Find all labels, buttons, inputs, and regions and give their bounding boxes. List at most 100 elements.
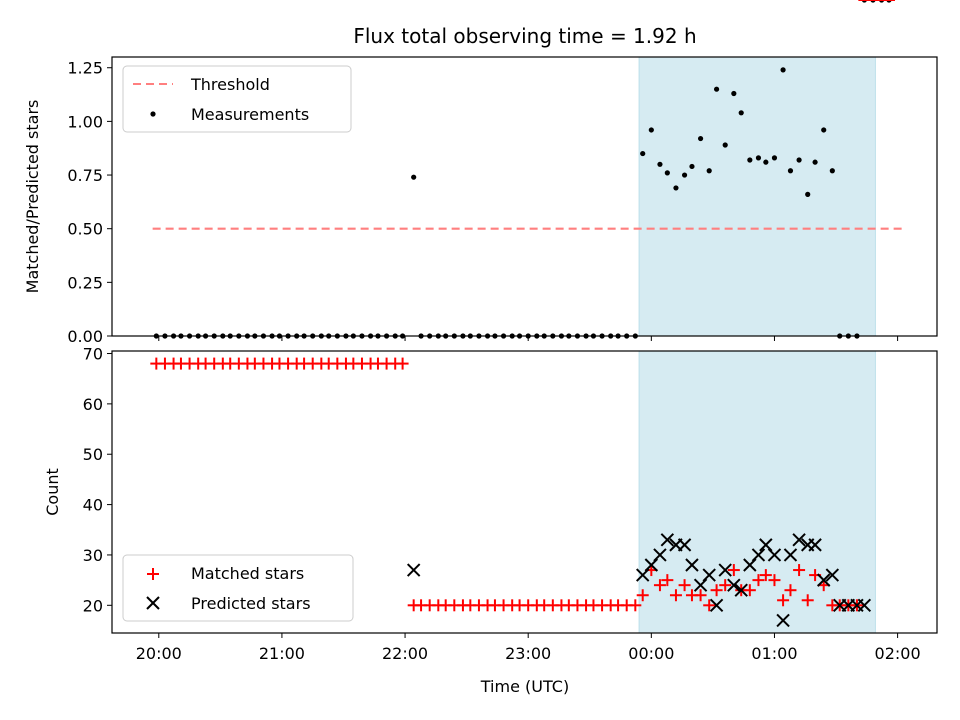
top-ytick-label: 1.25 (67, 59, 103, 78)
measurement-points (153, 0, 892, 339)
bottom-ytick-label: 50 (83, 445, 103, 464)
bottom-axes-frame (111, 350, 938, 634)
top-panel: 0.00 0.25 0.50 0.75 1.00 1.25 Matched/Predict… (23, 0, 938, 346)
predicted-star-point (792, 533, 806, 547)
predicted-star-point (808, 538, 822, 552)
top-ytick-label: 0.25 (67, 273, 103, 292)
matched-star-point (669, 589, 682, 602)
predicted-star-point (685, 558, 699, 572)
top-ytick-label: 0.75 (67, 166, 103, 185)
top-ytick-label: 1.00 (67, 112, 103, 131)
xtick-label: 00:00 (628, 644, 674, 663)
predicted-star-point (636, 568, 650, 582)
matched-star-point (759, 569, 772, 582)
predicted-star-point (693, 578, 708, 592)
measurement-point (780, 67, 786, 73)
top-y-axis-label: Matched/Predicted stars (23, 100, 42, 294)
bottom-observing-window-shade (638, 350, 876, 634)
count-points (150, 0, 895, 628)
predicted-star-point (702, 568, 716, 582)
measurement-point (681, 172, 688, 178)
predicted-star-point (767, 548, 782, 562)
predicted-star-point (783, 548, 798, 562)
matched-star-point (801, 594, 814, 607)
predicted-star-point (743, 558, 757, 572)
legend-predicted-label: Predicted stars (191, 594, 311, 613)
xtick-label: 20:00 (136, 644, 182, 663)
matched-star-point (703, 599, 716, 612)
xtick-label: 01:00 (751, 644, 797, 663)
measurement-point (722, 142, 728, 148)
measurement-point (771, 155, 778, 161)
top-ticks: 0.00 0.25 0.50 0.75 1.00 1.25 (67, 59, 899, 346)
legend-matched-swatch (147, 568, 159, 580)
measurement-point (821, 127, 827, 133)
measurement-point (640, 150, 646, 157)
bottom-ticks: 20 30 40 50 60 70 20:00 21:00 22:00 23:00 00:00 01:… (83, 345, 921, 663)
measurement-point (689, 163, 695, 170)
matched-star-point (661, 574, 674, 587)
predicted-star-point (751, 548, 766, 562)
predicted-star-point (857, 598, 872, 613)
bottom-ytick-label: 40 (83, 496, 103, 515)
bottom-ytick-label: 70 (83, 345, 103, 364)
matched-star-point (719, 579, 732, 592)
predicted-star-point (660, 533, 675, 547)
matched-star-point (694, 589, 707, 602)
matched-star-point (777, 594, 790, 607)
predicted-star-point (727, 578, 741, 592)
top-axes-frame (111, 56, 938, 337)
bottom-ytick-label: 20 (83, 596, 103, 615)
top-legend: Threshold Measurements (122, 65, 352, 133)
bottom-panel: 20 30 40 50 60 70 20:00 21:00 22:00 23:00 00:00 01:… (43, 0, 938, 696)
matched-star-point (710, 584, 723, 597)
measurement-point (805, 191, 811, 197)
measurement-point (829, 168, 835, 174)
measurement-point (812, 159, 818, 165)
matched-star-point (678, 579, 691, 592)
xtick-label: 22:00 (382, 644, 428, 663)
measurement-point (738, 110, 744, 116)
bottom-ytick-label: 60 (83, 395, 103, 414)
legend-measurements-label: Measurements (191, 105, 309, 124)
legend-matched-label: Matched stars (191, 564, 304, 583)
measurement-point (673, 185, 679, 191)
xtick-label: 21:00 (259, 644, 305, 663)
measurement-point (664, 170, 670, 176)
predicted-star-point (734, 583, 748, 597)
matched-star-point (793, 564, 806, 577)
matched-star-point (752, 574, 765, 587)
predicted-star-point (825, 568, 840, 582)
predicted-star-point (817, 573, 831, 587)
measurement-point (755, 155, 762, 161)
predicted-star-point (759, 538, 773, 552)
measurement-point (706, 168, 712, 174)
measurement-point (763, 159, 769, 165)
xtick-label: 02:00 (875, 644, 921, 663)
measurement-point (648, 127, 654, 133)
measurement-point (731, 90, 737, 97)
matched-star-point (784, 584, 797, 597)
matched-star-point (653, 579, 666, 592)
chart-title: Flux total observing time = 1.92 h (353, 24, 696, 48)
measurement-point (411, 174, 417, 180)
predicted-star-point (776, 613, 790, 628)
measurement-point (796, 157, 802, 163)
top-ytick-label: 0.00 (67, 327, 103, 346)
bottom-legend: Matched stars Predicted stars (122, 554, 354, 622)
measurement-point (657, 161, 663, 167)
top-observing-window-shade (638, 56, 876, 337)
matched-star-point (396, 357, 409, 370)
matched-star-point (636, 589, 649, 602)
matched-star-point (629, 599, 642, 612)
matched-star-point (743, 584, 756, 597)
legend-measurements-swatch (150, 111, 156, 117)
predicted-star-point (718, 563, 732, 577)
bottom-y-axis-label: Count (43, 468, 62, 516)
measurement-point (697, 135, 704, 142)
top-ytick-label: 0.50 (67, 220, 103, 239)
matched-star-point (727, 564, 740, 577)
top-legend-box (122, 65, 352, 133)
measurement-point (787, 168, 794, 174)
